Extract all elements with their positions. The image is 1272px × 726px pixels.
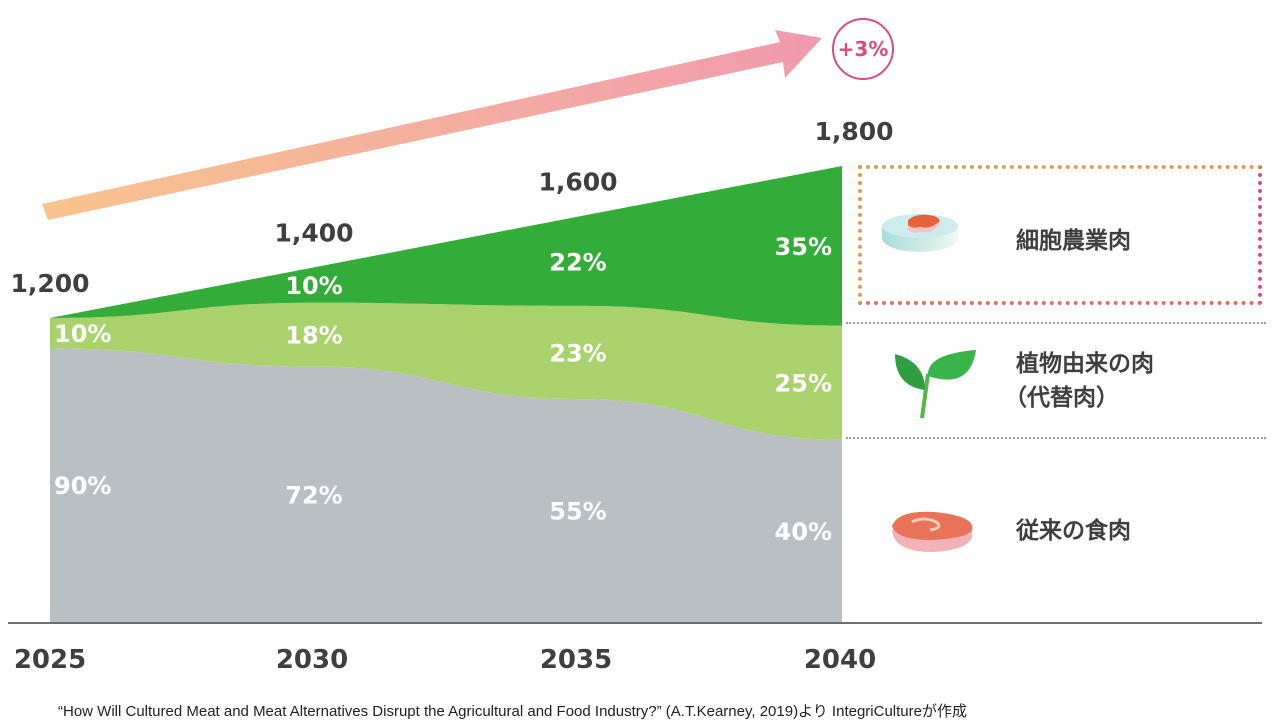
cultured-meat-highlight-box xyxy=(858,165,1262,305)
legend-cultured-meat: 細胞農業肉 xyxy=(1016,228,1131,254)
x-tick-label: 2035 xyxy=(540,645,612,675)
percent-label: 18% xyxy=(285,322,342,350)
percent-label: 55% xyxy=(549,498,606,526)
growth-arrow xyxy=(42,30,822,220)
x-tick-label: 2040 xyxy=(804,645,876,675)
percent-label: 25% xyxy=(775,370,832,398)
legend-conventional-meat: 従来の食肉 xyxy=(1016,518,1131,544)
percent-label: 40% xyxy=(775,518,832,546)
legend-divider xyxy=(846,322,1266,324)
percent-label: 10% xyxy=(54,320,111,348)
area-conventional-meat xyxy=(50,348,842,622)
source-citation: “How Will Cultured Meat and Meat Alterna… xyxy=(58,703,967,720)
total-label: 1,800 xyxy=(814,117,893,146)
x-tick-label: 2025 xyxy=(14,645,86,675)
legend-plant-based-line2: （代替肉） xyxy=(1004,385,1119,411)
leaf-icon xyxy=(895,350,976,419)
area-cultured-meat xyxy=(50,166,842,326)
petri-dish-meat-icon xyxy=(882,214,958,252)
percent-label: 90% xyxy=(54,472,111,500)
percent-label: 22% xyxy=(549,248,606,276)
percent-label: 23% xyxy=(549,339,606,367)
growth-rate-badge: +3% xyxy=(832,18,894,80)
percent-label: 35% xyxy=(775,233,832,261)
x-tick-label: 2030 xyxy=(276,645,348,675)
legend-plant-based-line1: 植物由来の肉 xyxy=(1016,351,1154,377)
percent-label: 10% xyxy=(285,272,342,300)
total-label: 1,400 xyxy=(274,218,353,247)
total-label: 1,200 xyxy=(10,269,89,298)
meat-icon xyxy=(892,511,973,552)
percent-label: 72% xyxy=(285,481,342,509)
total-label: 1,600 xyxy=(538,168,617,197)
area-plant-based-meat xyxy=(50,302,842,440)
legend-divider xyxy=(846,437,1266,439)
